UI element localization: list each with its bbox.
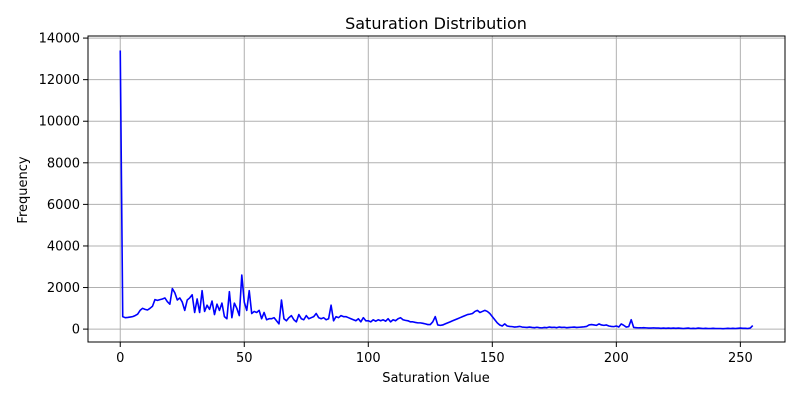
y-tick-label: 8000	[47, 156, 80, 171]
series-line	[119, 50, 754, 330]
x-axis-label: Saturation Value	[382, 371, 490, 386]
y-tick-label: 12000	[39, 73, 80, 88]
chart-title: Saturation Distribution	[345, 14, 527, 33]
y-tick-label: 4000	[47, 239, 80, 254]
x-tick-label: 150	[480, 351, 505, 366]
y-axis-ticks: 0 2000 4000 6000 8000 10000 12000 14000	[39, 32, 88, 338]
x-tick-label: 250	[728, 351, 753, 366]
y-tick-label: 10000	[39, 115, 80, 130]
plot-frame	[87, 35, 786, 343]
x-tick-label: 0	[116, 351, 124, 366]
y-tick-label: 6000	[47, 198, 80, 213]
x-tick-label: 200	[604, 351, 629, 366]
x-tick-label: 50	[236, 351, 253, 366]
y-tick-label: 0	[72, 323, 80, 338]
series-layer	[119, 50, 754, 330]
y-tick-label: 2000	[47, 281, 80, 296]
grid-lines	[88, 36, 785, 342]
y-axis-label: Frequency	[16, 156, 31, 223]
x-tick-label: 100	[356, 351, 381, 366]
x-axis-ticks: 0 50 100 150 200 250	[116, 342, 753, 366]
y-tick-label: 14000	[39, 32, 80, 47]
